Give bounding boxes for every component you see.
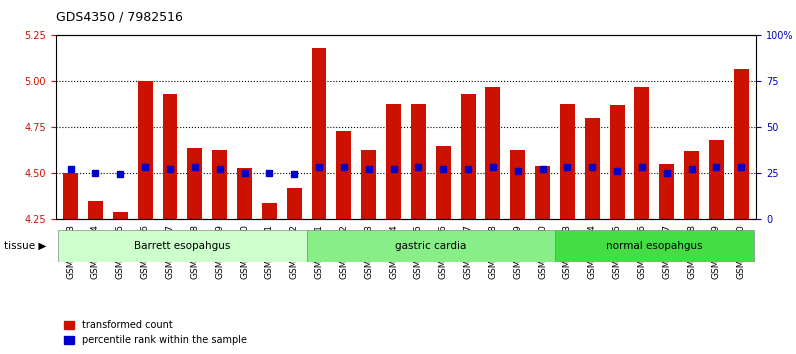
Text: gastric cardia: gastric cardia <box>395 241 466 251</box>
Bar <box>461 94 475 219</box>
Bar <box>63 173 78 219</box>
Bar <box>386 103 401 219</box>
Bar <box>709 140 724 219</box>
Bar <box>659 164 674 219</box>
Bar <box>535 166 550 219</box>
Text: tissue ▶: tissue ▶ <box>4 241 46 251</box>
Text: normal esopahgus: normal esopahgus <box>606 241 703 251</box>
Bar <box>411 103 426 219</box>
Bar <box>311 48 326 219</box>
Bar <box>734 69 749 219</box>
Text: GDS4350 / 7982516: GDS4350 / 7982516 <box>56 11 182 24</box>
Bar <box>237 168 252 219</box>
Bar <box>486 87 501 219</box>
Legend: transformed count, percentile rank within the sample: transformed count, percentile rank withi… <box>60 316 251 349</box>
Bar <box>262 203 277 219</box>
Bar <box>287 188 302 219</box>
Bar <box>88 201 103 219</box>
Bar <box>113 212 127 219</box>
Bar <box>685 152 699 219</box>
Bar <box>585 118 599 219</box>
Bar <box>213 149 227 219</box>
Bar <box>435 146 451 219</box>
FancyBboxPatch shape <box>306 230 555 262</box>
Bar <box>138 81 153 219</box>
Bar <box>187 148 202 219</box>
Bar <box>337 131 351 219</box>
Bar <box>361 149 377 219</box>
Bar <box>610 105 625 219</box>
Bar <box>162 94 178 219</box>
Bar <box>634 87 650 219</box>
FancyBboxPatch shape <box>555 230 754 262</box>
Bar <box>560 103 575 219</box>
Text: Barrett esopahgus: Barrett esopahgus <box>135 241 231 251</box>
FancyBboxPatch shape <box>58 230 306 262</box>
Bar <box>510 149 525 219</box>
